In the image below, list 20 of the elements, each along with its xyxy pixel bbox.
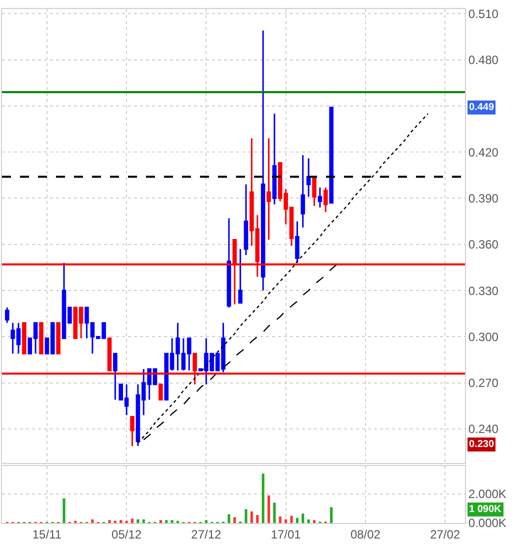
y-tick-label: 0.360 xyxy=(468,238,499,252)
x-tick-label: 17/01 xyxy=(270,527,302,542)
y-tick-label: 0.480 xyxy=(468,52,499,67)
y-tick-label: 0.300 xyxy=(468,330,499,344)
x-tick-label: 15/11 xyxy=(32,527,62,542)
y-tick-label: 0.510 xyxy=(468,6,499,21)
x-tick-label: 27/02 xyxy=(430,527,460,542)
y-tick-label: 0.420 xyxy=(468,145,499,160)
y-tick-label: 0.330 xyxy=(468,284,499,298)
x-tick-label: 27/12 xyxy=(191,527,222,542)
y-tick-label: 2.000K xyxy=(468,487,506,502)
y-tick-label: 0.270 xyxy=(468,376,499,390)
x-tick-label: 08/02 xyxy=(350,527,381,542)
annotation: 0.449 xyxy=(469,102,494,113)
y-tick-label: 0.240 xyxy=(468,422,499,436)
y-tick-label: 0.000K xyxy=(468,516,506,530)
annotation: 0.230 xyxy=(469,439,494,450)
x-tick-label: 05/12 xyxy=(112,527,142,542)
y-tick-label: 0.390 xyxy=(468,191,499,206)
text: 1 090K xyxy=(469,504,502,515)
